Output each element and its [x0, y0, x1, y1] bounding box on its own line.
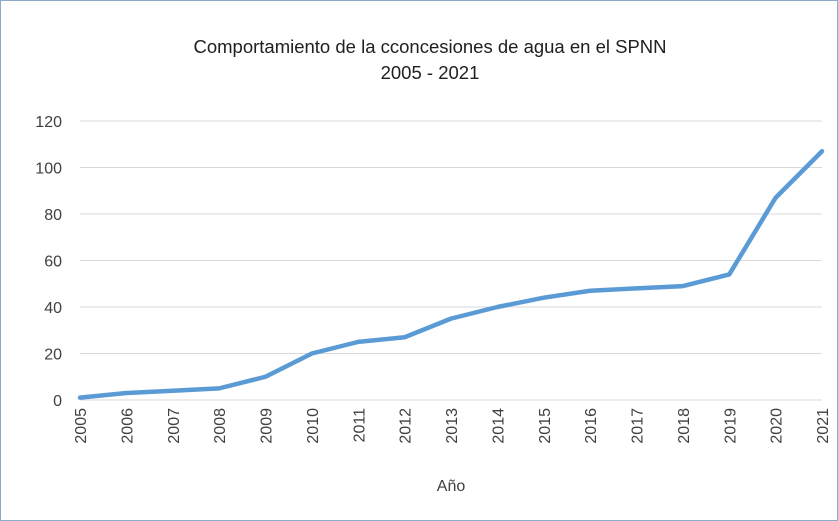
x-tick-label: 2016 — [583, 408, 600, 444]
x-tick-label: 2015 — [537, 408, 554, 444]
y-tick-label: 100 — [35, 161, 62, 178]
chart-title: Comportamiento de la cconcesiones de agu… — [193, 36, 666, 57]
x-axis-title: Año — [437, 478, 466, 495]
x-tick-label: 2018 — [676, 408, 693, 444]
data-line — [77, 148, 825, 400]
chart-subtitle: 2005 - 2021 — [381, 62, 480, 83]
x-tick-label: 2019 — [722, 408, 739, 444]
y-tick-label: 20 — [44, 347, 62, 364]
y-tick-label: 60 — [44, 254, 62, 271]
x-tick-label: 2005 — [73, 408, 90, 444]
x-tick-label: 2017 — [630, 408, 647, 444]
y-tick-label: 120 — [35, 114, 62, 131]
x-tick-label: 2011 — [351, 408, 368, 443]
x-tick-label: 2013 — [444, 408, 461, 444]
y-tick-label: 0 — [53, 393, 62, 410]
x-tick-label: 2014 — [490, 408, 507, 444]
x-tick-label: 2010 — [305, 408, 322, 444]
x-tick-label: 2012 — [398, 408, 415, 444]
y-tick-label: 40 — [44, 300, 62, 317]
x-tick-label: 2021 — [815, 408, 832, 444]
x-tick-label: 2020 — [769, 408, 786, 444]
y-tick-label: 80 — [44, 207, 62, 224]
x-tick-label: 2006 — [119, 408, 136, 444]
x-tick-label: 2007 — [166, 408, 183, 444]
x-tick-label: 2008 — [212, 408, 229, 444]
x-tick-label: 2009 — [259, 408, 276, 444]
